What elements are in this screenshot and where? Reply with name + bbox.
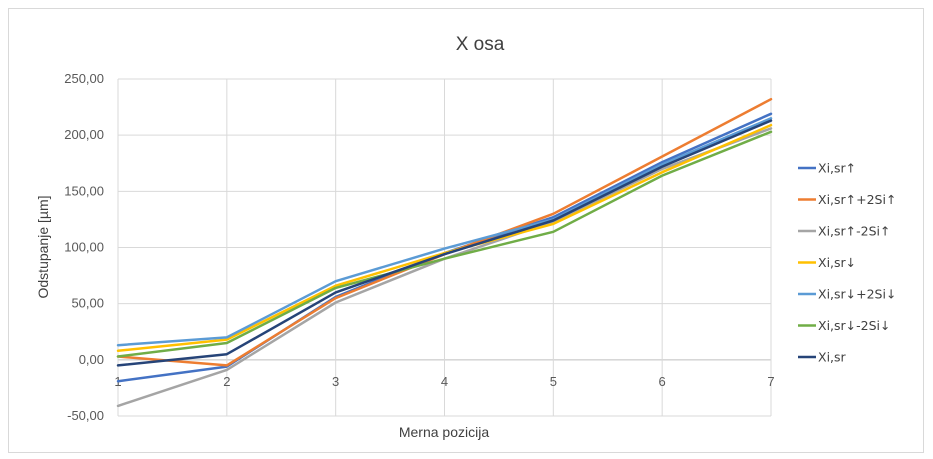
legend-label: Xi,sr↑-2Si↑ bbox=[818, 224, 890, 239]
gridlines bbox=[117, 78, 772, 417]
x-tick-label: 3 bbox=[332, 374, 339, 389]
y-tick-label: 50,00 bbox=[71, 296, 104, 311]
chart-title: X osa bbox=[456, 34, 505, 55]
legend-label: Xi,sr bbox=[818, 350, 847, 365]
y-tick-label: 200,00 bbox=[64, 127, 104, 142]
series-lines bbox=[116, 97, 773, 408]
y-tick-label: 100,00 bbox=[64, 240, 104, 255]
legend-label: Xi,sr↑+2Si↑ bbox=[818, 192, 896, 207]
y-tick-label: 250,00 bbox=[64, 71, 104, 86]
y-tick-label: 150,00 bbox=[64, 183, 104, 198]
legend-label: Xi,sr↓-2Si↓ bbox=[818, 318, 890, 333]
x-tick-label: 6 bbox=[659, 374, 666, 389]
legend-label: Xi,sr↓+2Si↓ bbox=[818, 287, 896, 302]
x-tick-label: 7 bbox=[767, 374, 774, 389]
x-axis-title: Merna pozicija bbox=[399, 424, 489, 440]
series-line bbox=[116, 130, 773, 358]
series-line bbox=[116, 117, 773, 347]
y-axis-tick-labels: -50,00 0,00 50,00 100,00 150,00 200,00 250,00 bbox=[64, 71, 104, 423]
y-tick-label: 0,00 bbox=[79, 352, 104, 367]
legend-label: Xi,sr↓ bbox=[818, 255, 856, 270]
y-axis-title: Odstupanje [µm] bbox=[35, 195, 51, 298]
x-tick-label: 4 bbox=[441, 374, 448, 389]
legend-label: Xi,sr↑ bbox=[818, 161, 856, 176]
series-line bbox=[116, 119, 773, 367]
x-tick-label: 2 bbox=[223, 374, 230, 389]
x-tick-label: 5 bbox=[550, 374, 557, 389]
legend: Xi,sr↑ Xi,sr↑+2Si↑ Xi,sr↑-2Si↑ Xi,sr↓ Xi,sr↓… bbox=[798, 161, 896, 365]
y-tick-label: -50,00 bbox=[67, 408, 104, 423]
